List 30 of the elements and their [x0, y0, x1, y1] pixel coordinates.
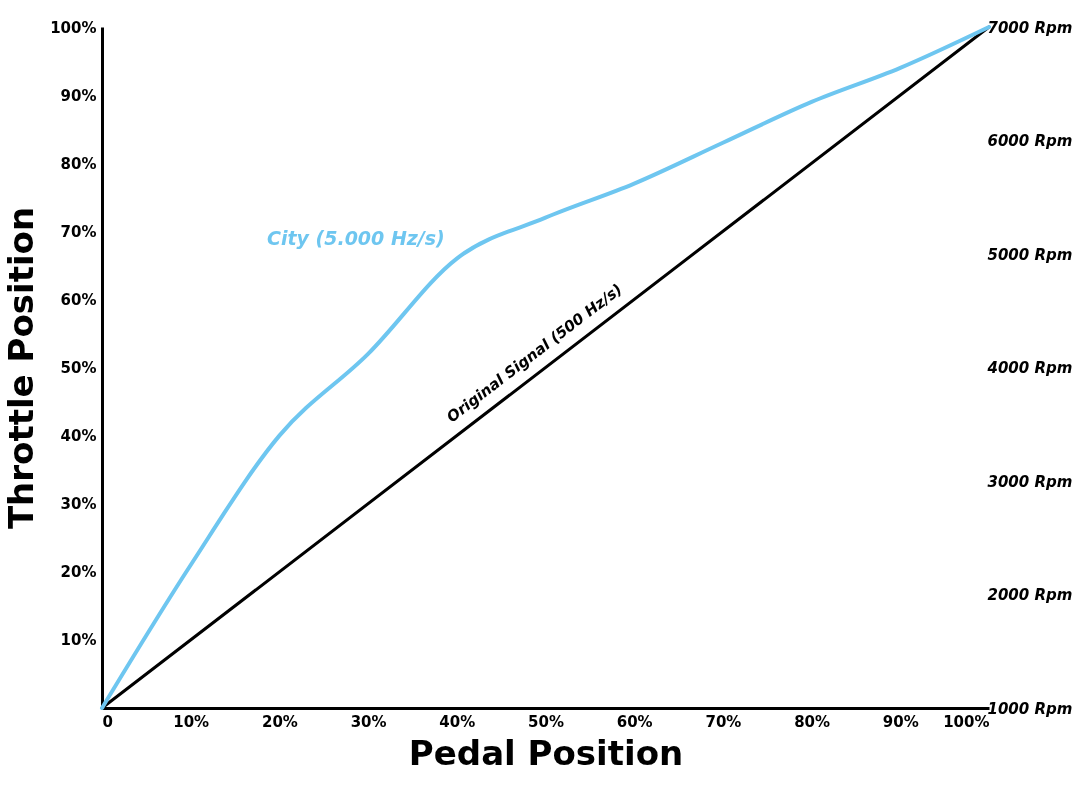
- y-tick-label: 70%: [60, 222, 97, 241]
- y2-tick-label: 6000 Rpm: [987, 132, 1073, 150]
- x-tick-label: 90%: [882, 712, 919, 731]
- y2-tick-label: 1000 Rpm: [987, 699, 1073, 718]
- x-tick-label: 40%: [439, 712, 476, 731]
- y-tick-label: 40%: [60, 427, 97, 446]
- x-tick-label: 80%: [794, 712, 831, 731]
- y2-tick-label: 3000 Rpm: [987, 472, 1073, 491]
- x-tick-label: 50%: [528, 712, 564, 731]
- series-label: City (5.000 Hz/s): [266, 226, 445, 249]
- x-tick-label: 10%: [173, 712, 210, 731]
- y-tick-label: 80%: [60, 154, 97, 173]
- x-axis-title: Pedal Position: [408, 732, 684, 773]
- y-tick-label: 10%: [60, 631, 97, 650]
- x-tick-label: 60%: [616, 712, 653, 731]
- y2-tick-label: 5000 Rpm: [987, 245, 1073, 264]
- y-tick-label: 90%: [60, 86, 97, 105]
- y-tick-label: 100%: [50, 18, 97, 37]
- y-tick-label: 60%: [60, 290, 97, 309]
- y-tick-label: 20%: [60, 563, 97, 582]
- y-tick-label: 30%: [60, 495, 97, 514]
- y2-tick-label: 2000 Rpm: [987, 586, 1073, 604]
- x-tick-label: 30%: [350, 712, 387, 731]
- x-tick-label: 20%: [261, 712, 298, 731]
- y2-tick-label: 4000 Rpm: [986, 359, 1073, 377]
- x-tick-label: 0: [102, 712, 113, 731]
- y-axis-title: Throttle Position: [1, 206, 42, 530]
- x-tick-label: 70%: [705, 712, 742, 731]
- y-tick-label: 50%: [60, 359, 97, 377]
- y2-tick-label: 7000 Rpm: [987, 18, 1073, 37]
